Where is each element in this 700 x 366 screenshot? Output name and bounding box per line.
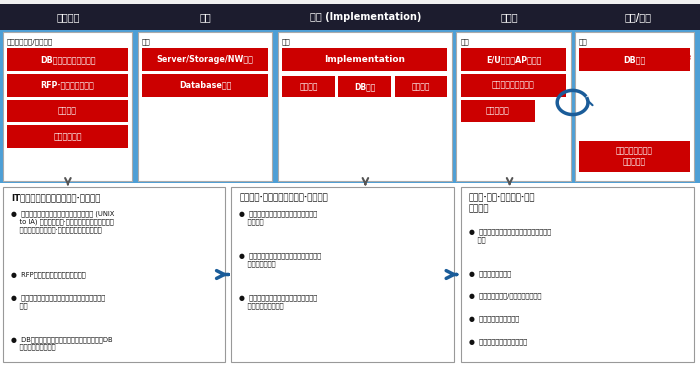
Text: 導入: 導入: [282, 38, 291, 45]
Text: 見積支援: 見積支援: [58, 107, 77, 115]
Text: ●  ヘルプデスクサービス: ● ヘルプデスクサービス: [469, 315, 519, 322]
Text: 負荷テスト: 負荷テスト: [486, 107, 510, 115]
Bar: [7, 100, 128, 122]
Bar: [138, 32, 272, 181]
Text: ●  DBサーバ更改やチューニングを目的としたDB
    サーバアセスメント: ● DBサーバ更改やチューニングを目的としたDB サーバアセスメント: [11, 336, 113, 351]
Bar: [142, 74, 268, 97]
Bar: [0, 30, 700, 185]
Bar: [338, 76, 391, 97]
Text: ●  運用開始後のシステム診断: ● 運用開始後のシステム診断: [469, 338, 527, 345]
Text: ●  標準技術を組み合わせた安定したイン
    フラ構築: ● 標準技術を組み合わせた安定したイン フラ構築: [239, 211, 318, 225]
Bar: [142, 48, 268, 71]
Bar: [579, 141, 690, 172]
Bar: [579, 48, 690, 71]
Text: Release: Release: [645, 52, 691, 62]
Bar: [461, 48, 566, 71]
Bar: [3, 187, 225, 362]
Bar: [0, 4, 700, 30]
Text: DBサーバアセスメント: DBサーバアセスメント: [40, 55, 95, 64]
Text: テスト·移行·運用支援·診断
サービス: テスト·移行·運用支援·診断 サービス: [469, 193, 536, 213]
Text: 診断/運用: 診断/運用: [625, 12, 652, 22]
Text: 次期キャパシティ
プラン策定: 次期キャパシティ プラン策定: [616, 147, 653, 166]
Text: 検証: 検証: [461, 38, 469, 45]
Text: 診断: 診断: [579, 38, 587, 45]
Bar: [461, 187, 694, 362]
Text: 基本導入: 基本導入: [299, 82, 318, 91]
Text: インフラ·コンサルティング·サービス: インフラ·コンサルティング·サービス: [239, 193, 328, 202]
Bar: [278, 32, 452, 181]
Bar: [395, 76, 447, 97]
Text: ITインフラコンシェルジュ·サービス: ITインフラコンシェルジュ·サービス: [11, 193, 101, 202]
Text: ●  クラスタウェアなど製品の事前評価および機能
    検証: ● クラスタウェアなど製品の事前評価および機能 検証: [11, 294, 105, 309]
Bar: [231, 187, 454, 362]
Text: ●  パラメータ変更/チューニング支援: ● パラメータ変更/チューニング支援: [469, 293, 541, 299]
Text: ●  システム移行支援: ● システム移行支援: [469, 270, 511, 277]
Bar: [7, 74, 128, 97]
Text: DB導入: DB導入: [354, 82, 375, 91]
Text: 導入 (Implementation): 導入 (Implementation): [309, 12, 421, 22]
Text: RFP·提案書作成支援: RFP·提案書作成支援: [41, 81, 94, 90]
Text: E/UによるAPテスト: E/UによるAPテスト: [486, 55, 541, 64]
Bar: [461, 100, 535, 122]
Text: システム要件/計画策定: システム要件/計画策定: [7, 38, 53, 45]
Text: Database設計: Database設計: [179, 81, 231, 90]
Text: Implementation: Implementation: [324, 55, 405, 64]
Text: Server/Storage/NW設計: Server/Storage/NW設計: [157, 55, 253, 64]
Bar: [461, 74, 566, 97]
Bar: [0, 183, 700, 366]
Bar: [456, 32, 570, 181]
Text: 計画策定: 計画策定: [57, 12, 80, 22]
Bar: [3, 32, 132, 181]
Bar: [575, 32, 694, 181]
Text: ●  RFP作成支援、ベンダー提案評価: ● RFP作成支援、ベンダー提案評価: [11, 272, 86, 278]
Bar: [282, 48, 447, 71]
Text: ●  結合テスト支援、パフォーマンステスト
    支援: ● 結合テスト支援、パフォーマンステスト 支援: [469, 228, 551, 243]
Text: DB診断: DB診断: [624, 55, 645, 64]
Text: 設計: 設計: [142, 38, 151, 45]
Bar: [282, 76, 335, 97]
Text: 監視導入: 監視導入: [412, 82, 430, 91]
Text: ●  確実なリカバリやリストアを実現する手
    順の確立と検証: ● 確実なリカバリやリストアを実現する手 順の確立と検証: [239, 253, 321, 267]
Text: 設計: 設計: [199, 12, 211, 22]
Text: ●  サーバコンソリデーション、サーバ更改 (UNIX
    to IA) などのハード·ソフト方式選定および概算
    費用の算出、構成図·方式説明などの: ● サーバコンソリデーション、サーバ更改 (UNIX to IA) などのハード…: [11, 211, 115, 233]
Bar: [7, 48, 128, 71]
Text: 事前導入検証: 事前導入検証: [53, 132, 82, 141]
Text: 運用を想定した検証: 運用を想定した検証: [492, 81, 535, 90]
Text: ●  システム変更や運用フェーズに引き継
    ぐドキュメント整備: ● システム変更や運用フェーズに引き継 ぐドキュメント整備: [239, 294, 318, 309]
Bar: [7, 125, 128, 148]
Text: テスト: テスト: [500, 12, 519, 22]
